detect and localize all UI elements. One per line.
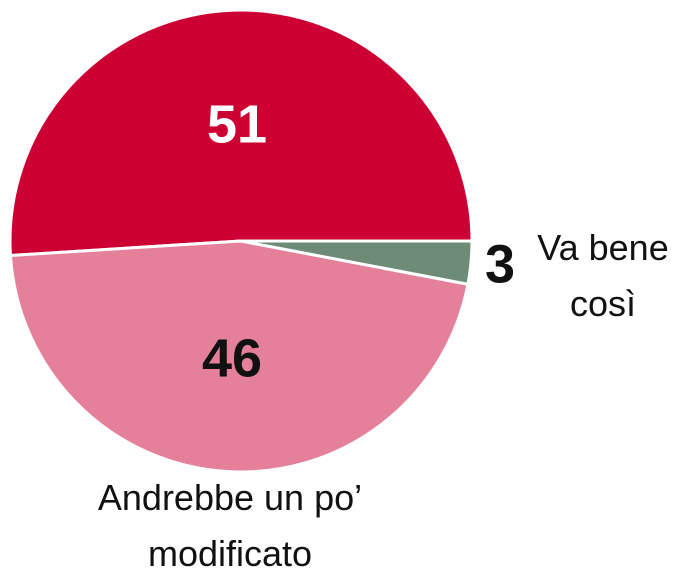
pie-slice (8, 8, 474, 258)
data-label: 46 (202, 328, 262, 388)
data-label: 51 (207, 94, 267, 154)
pie-slice (8, 239, 470, 474)
category-label: Va bene così (537, 227, 669, 324)
data-label: 3 (485, 234, 515, 294)
category-label: Andrebbe un po’ modificato (97, 477, 363, 574)
pie-slice (240, 239, 474, 287)
